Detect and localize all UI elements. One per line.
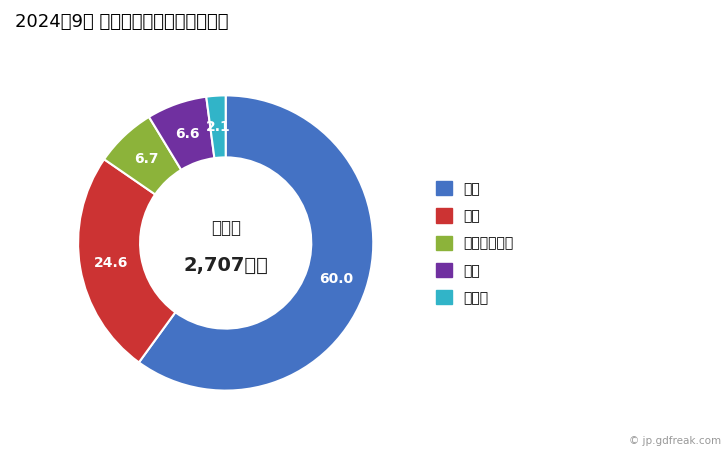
Wedge shape	[78, 159, 175, 362]
Text: © jp.gdfreak.com: © jp.gdfreak.com	[628, 436, 721, 446]
Text: 2024年9月 輸出相手国のシェア（％）: 2024年9月 輸出相手国のシェア（％）	[15, 14, 228, 32]
Text: 総　額: 総 額	[210, 219, 241, 237]
Text: 24.6: 24.6	[95, 256, 129, 270]
Text: 6.6: 6.6	[175, 127, 199, 141]
Wedge shape	[104, 117, 181, 194]
Text: 2,707万円: 2,707万円	[183, 256, 268, 274]
Text: 60.0: 60.0	[319, 272, 353, 286]
Text: 6.7: 6.7	[134, 152, 159, 166]
Text: 2.1: 2.1	[206, 121, 231, 135]
Wedge shape	[139, 95, 373, 391]
Wedge shape	[149, 97, 215, 170]
Legend: 香港, 台湾, シンガポール, 韓国, その他: 香港, 台湾, シンガポール, 韓国, その他	[435, 181, 513, 305]
Wedge shape	[206, 95, 226, 158]
